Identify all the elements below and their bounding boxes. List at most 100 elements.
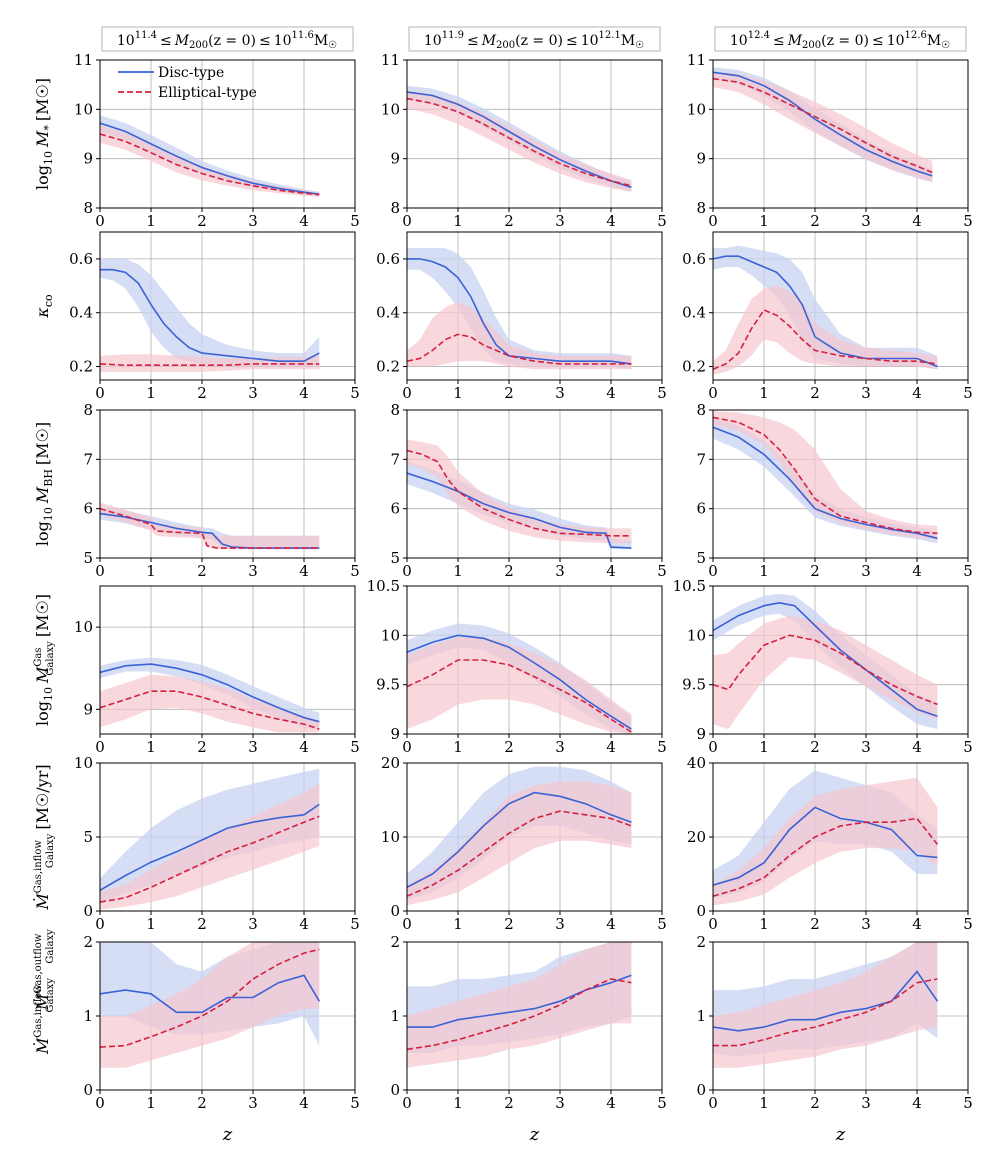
panel-row1-col1: 0 1 2 3 4 5 0.2 0.4 0.6 [376, 231, 667, 402]
y-tick-label: 20 [687, 828, 706, 846]
plot-area [100, 115, 320, 198]
legend-label-disc: Disc-type [158, 65, 224, 81]
x-tick-label: 0 [402, 738, 412, 756]
label-sup2: Gas,outflow [33, 933, 44, 993]
title-unit: M [621, 33, 635, 49]
line-elliptical [407, 978, 632, 1051]
x-tick-label: 5 [963, 562, 973, 580]
column-title-2: 1012.4 ≤ M200(z = 0) ≤1012.6M☉ [714, 26, 967, 52]
y-tick-label: 0.4 [376, 304, 400, 322]
x-tick-label: 1 [759, 915, 769, 933]
y-tick-label: 6 [390, 500, 400, 518]
x-tick-label: 1 [759, 738, 769, 756]
y-tick-label: 5 [696, 549, 706, 567]
x-tick-label: 1 [759, 562, 769, 580]
line-elliptical [407, 97, 632, 187]
y-tick-label: 11 [381, 51, 400, 69]
x-tick-label: 0 [95, 1094, 105, 1112]
x-tick-label: 5 [963, 1094, 973, 1112]
x-tick-label: 4 [912, 915, 922, 933]
y-tick-label: 10.5 [673, 577, 706, 595]
plot-area [713, 942, 939, 1068]
band-elliptical [100, 354, 320, 372]
line-disc [407, 791, 632, 889]
y-tick-label: 6 [83, 500, 93, 518]
x-tick-label: 1 [146, 562, 156, 580]
y-tick-label: 9.5 [682, 676, 706, 694]
panel-row0-col1: 0 1 2 3 4 5 8 9 10 11 [381, 51, 667, 230]
x-tick-label: 5 [350, 384, 360, 402]
x-tick-label: 2 [504, 915, 514, 933]
x-tick-label: 4 [299, 738, 309, 756]
label-prefix: log [33, 701, 52, 726]
x-tick-label: 4 [606, 738, 616, 756]
line-elliptical [407, 659, 632, 733]
y-tick-label: 5 [390, 549, 400, 567]
line-disc [713, 806, 938, 886]
axes-frame [406, 59, 663, 209]
x-tick-label: 3 [555, 212, 565, 230]
row-label-ratio-denominator: ṀGas,outflowGalaxy [32, 929, 56, 1011]
label-unit: [M☉/yr] [33, 764, 52, 829]
title-unit: M [927, 33, 941, 49]
x-tick-label: 2 [197, 562, 207, 580]
y-tick-label: 10 [381, 100, 400, 118]
panel-row3-col1: 0 1 2 3 4 5 9 9.5 10 10.5 [367, 577, 667, 756]
band-elliptical [100, 783, 320, 910]
label-prefix-sub: 10 [42, 151, 55, 165]
line-disc [407, 258, 632, 365]
x-tick-label: 5 [657, 1094, 667, 1112]
line-elliptical [100, 815, 320, 903]
legend: Disc-type Elliptical-type [118, 65, 257, 101]
y-tick-label: 0 [696, 902, 706, 920]
line-elliptical [407, 449, 632, 537]
x-tick-label: 4 [912, 562, 922, 580]
label-sup: Gas,inflow [33, 984, 44, 1038]
x-tick-label: 2 [504, 562, 514, 580]
x-tick-label: 4 [299, 384, 309, 402]
y-tick-label: 0.6 [69, 250, 93, 268]
y-tick-label: 40 [687, 754, 706, 772]
x-tick-label: 4 [299, 915, 309, 933]
y-tick-label: 10 [381, 626, 400, 644]
line-elliptical [713, 817, 939, 897]
label-symbol: κ [33, 307, 52, 319]
x-tick-label: 2 [504, 738, 514, 756]
y-tick-label: 20 [381, 754, 400, 772]
label-symbol: Ṁ [32, 893, 52, 911]
y-tick-label: 9 [390, 725, 400, 743]
title-sub200: 200 [496, 40, 515, 51]
y-tick-label: 1 [390, 1007, 400, 1025]
panel-row5-col2: 0 1 2 3 4 5 0 1 2 [696, 933, 972, 1112]
line-elliptical [713, 416, 938, 535]
axes-frame [406, 231, 663, 381]
y-tick-label: 2 [83, 933, 93, 951]
y-tick-label: 10 [74, 754, 93, 772]
x-tick-label: 2 [810, 915, 820, 933]
x-tick-label: 5 [350, 1094, 360, 1112]
y-tick-label: 2 [696, 933, 706, 951]
title-le: ≤ [467, 33, 479, 49]
title-sun: ☉ [635, 40, 644, 51]
line-elliptical [713, 634, 938, 706]
title-le: ≤ [160, 33, 172, 49]
axes-frame [712, 231, 969, 381]
x-tick-label: 0 [708, 1094, 718, 1112]
x-tick-label: 1 [146, 384, 156, 402]
label-unit: [M☉] [33, 594, 52, 637]
x-axis-label: z [835, 1124, 846, 1145]
x-tick-label: 4 [606, 915, 616, 933]
column-title-text: 1011.4 ≤ M200(z = 0) ≤1011.6M☉ [117, 30, 337, 51]
x-tick-label: 5 [657, 562, 667, 580]
x-tick-label: 3 [248, 915, 258, 933]
x-tick-label: 3 [248, 562, 258, 580]
x-tick-label: 2 [810, 562, 820, 580]
y-tick-label: 8 [83, 199, 93, 217]
title-mass: M [787, 33, 803, 49]
column-title-box [714, 26, 967, 52]
y-tick-label: 0.4 [69, 304, 93, 322]
x-tick-label: 0 [402, 562, 412, 580]
y-tick-label: 5 [83, 549, 93, 567]
plot-area [713, 593, 938, 730]
y-tick-label: 9 [83, 700, 93, 718]
